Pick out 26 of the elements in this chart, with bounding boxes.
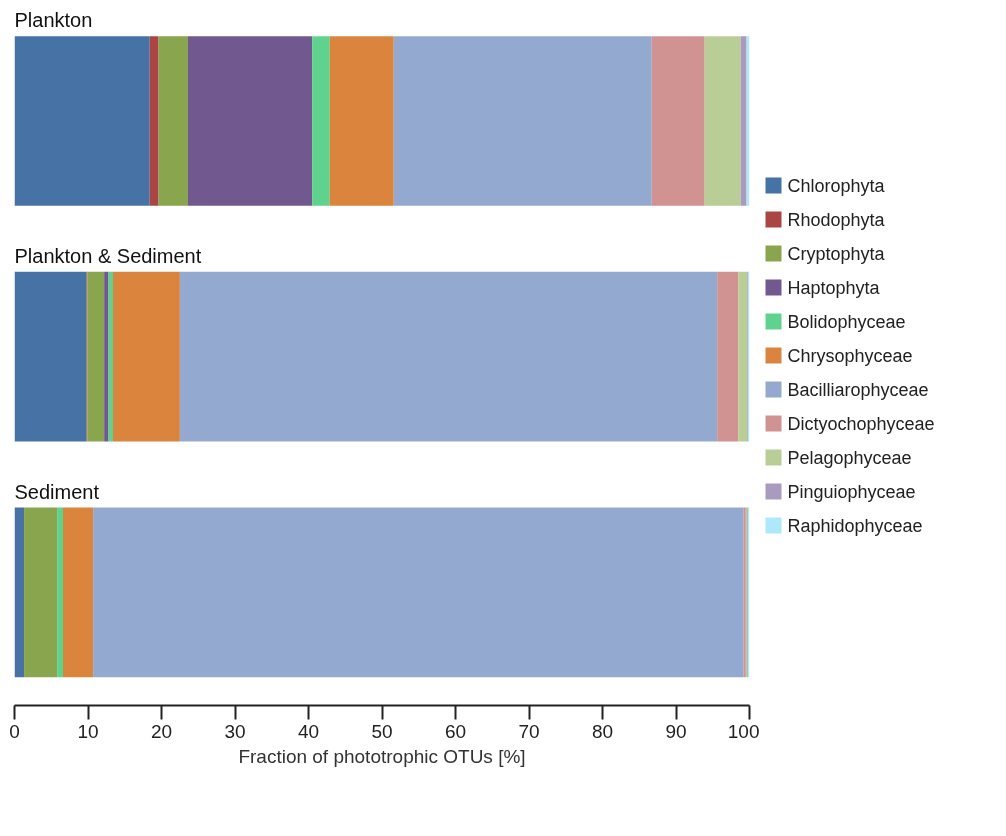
legend-label: Rhodophyta (787, 209, 886, 230)
legend-label: Pinguiophyceae (787, 481, 916, 502)
x-tick-label: 10 (77, 720, 99, 742)
x-tick-label: 50 (371, 720, 393, 742)
x-tick-label: 60 (444, 720, 467, 742)
x-tick-label: 70 (518, 720, 540, 742)
x-tick-label: 40 (297, 720, 320, 742)
x-tick-label: 90 (665, 720, 687, 742)
x-tick-label: 100 (727, 720, 760, 742)
legend-label: Dictyochophyceae (787, 413, 935, 434)
legend-label: Bolidophyceae (787, 311, 906, 332)
x-tick-label: 20 (150, 720, 173, 742)
y-tick-label: Sediment (14, 480, 100, 503)
x-tick-label: 80 (591, 720, 614, 742)
x-tick-label: 0 (9, 720, 20, 742)
legend-label: Bacilliarophyceae (787, 379, 929, 400)
legend-label: Cryptophyta (787, 243, 886, 264)
y-tick-label: Plankton & Sediment (14, 245, 202, 268)
legend-label: Chlorophyta (787, 175, 886, 196)
legend-label: Chrysophyceae (787, 345, 913, 366)
legend-label: Pelagophyceae (787, 447, 912, 468)
legend-label: Raphidophyceae (787, 515, 923, 536)
x-tick-label: 30 (224, 720, 246, 742)
y-tick-label: Plankton (14, 9, 93, 32)
x-axis-title: Fraction of phototrophic OTUs [%] (238, 745, 526, 767)
legend-label: Haptophyta (787, 277, 881, 298)
